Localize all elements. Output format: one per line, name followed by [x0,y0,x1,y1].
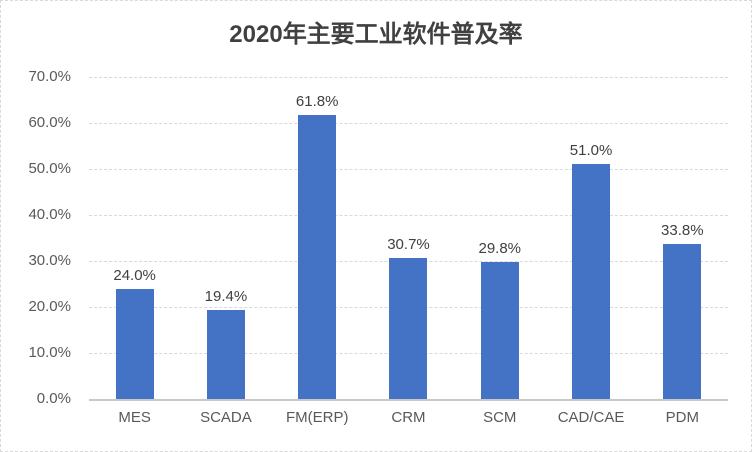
y-gridline [89,215,728,216]
bar-FM(ERP) [298,114,337,399]
y-gridline [89,123,728,124]
y-gridline [89,77,728,78]
y-axis-tick-label: 70.0% [28,68,71,85]
x-axis-category-label: PDM [665,409,699,426]
bar-column: 33.8% [637,77,728,399]
x-axis-category-label: CAD/CAE [557,409,625,426]
data-label: 30.7% [387,235,430,253]
bar-column: 51.0% [545,77,636,399]
y-axis-tick-label: 20.0% [28,298,71,315]
y-axis-tick-label: 40.0% [28,206,71,223]
bar-SCM [480,261,519,399]
y-axis-tick-label: 0.0% [36,390,71,407]
y-axis-tick-label: 50.0% [28,160,71,177]
bars-container: 24.0% 19.4% 61.8% 30.7% 29.8% 51.0% 33.8% [89,77,728,399]
chart-title: 2020年主要工业软件普及率 [229,21,523,48]
x-axis-category-label: MES [118,409,151,426]
x-axis-labels: MES SCADA FM(ERP) CRM SCM CAD/CAE PDM [89,409,728,426]
bar-column: 30.7% [363,77,454,399]
bar-column: 24.0% [89,77,180,399]
bar-CRM [389,257,428,399]
bar-column: 61.8% [272,77,363,399]
x-axis-category-label: SCADA [200,409,252,426]
data-label: 33.8% [661,221,704,239]
data-label: 51.0% [569,142,613,160]
data-label: 29.8% [478,239,522,257]
y-axis-tick-label: 60.0% [28,114,71,131]
x-axis-line [89,399,728,401]
y-gridline [89,169,728,170]
bar-PDM [663,243,702,399]
x-axis-category-label: FM(ERP) [285,409,349,426]
y-axis-tick-label: 10.0% [28,344,71,361]
data-label: 61.8% [295,92,339,110]
bar-column: 29.8% [454,77,545,399]
bar-SCADA [206,309,245,399]
bar-MES [115,288,154,399]
y-axis-tick-label: 30.0% [28,252,71,269]
bar-column: 19.4% [180,77,271,399]
bar-CAD/CAE [572,164,611,399]
data-label: 24.0% [113,266,156,284]
x-axis-category-label: SCM [483,409,517,426]
plot-area: 24.0% 19.4% 61.8% 30.7% 29.8% 51.0% 33.8% [89,77,728,401]
data-label: 19.4% [204,287,248,305]
x-axis-category-label: CRM [391,409,426,426]
